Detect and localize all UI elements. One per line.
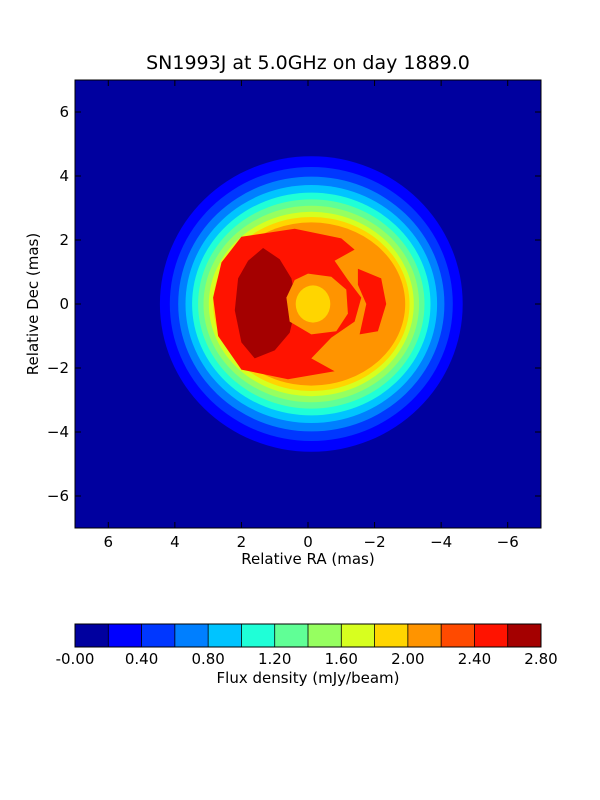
y-tick-label: −4 bbox=[47, 423, 69, 441]
colorbar-segment bbox=[341, 624, 375, 647]
colorbar-segment bbox=[108, 624, 142, 647]
colorbar-segment bbox=[241, 624, 276, 647]
colorbar-tick-label: 0.80 bbox=[191, 650, 224, 668]
colorbar-segment bbox=[407, 624, 442, 647]
contour-band-12-west-rim bbox=[357, 268, 387, 335]
colorbar-segment bbox=[374, 624, 409, 647]
x-tick-label: −6 bbox=[497, 533, 519, 551]
x-tick-label: 2 bbox=[237, 533, 247, 551]
colorbar-tick-label: 2.40 bbox=[458, 650, 491, 668]
chart-title: SN1993J at 5.0GHz on day 1889.0 bbox=[146, 52, 470, 74]
colorbar-tick-label: 1.60 bbox=[325, 650, 358, 668]
colorbar-label: Flux density (mJy/beam) bbox=[217, 669, 400, 687]
x-tick-label: 4 bbox=[170, 533, 180, 551]
colorbar-segment bbox=[75, 624, 109, 647]
colorbar-segment bbox=[174, 624, 209, 647]
colorbar-ticks: -0.00 0.40 0.80 1.20 1.60 2.00 2.40 2.80 bbox=[56, 650, 558, 668]
colorbar-segment bbox=[474, 624, 509, 647]
y-tick-label: 2 bbox=[59, 231, 69, 249]
y-axis-label: Relative Dec (mas) bbox=[24, 233, 42, 375]
colorbar-frame bbox=[74, 623, 542, 648]
colorbar-segment bbox=[507, 624, 542, 647]
colorbar-tick-label: 1.20 bbox=[258, 650, 291, 668]
contour-band-13-peak bbox=[234, 248, 297, 359]
x-axis-label: Relative RA (mas) bbox=[241, 550, 374, 568]
y-tick-label: 4 bbox=[59, 167, 69, 185]
contour-band-9-center bbox=[295, 285, 331, 323]
colorbar-segment bbox=[208, 624, 242, 647]
colorbar-tick-label: -0.00 bbox=[56, 650, 95, 668]
colorbar-segment bbox=[441, 624, 475, 647]
x-tick-label: −2 bbox=[364, 533, 386, 551]
colorbar-tick-label: 0.40 bbox=[125, 650, 158, 668]
y-tick-label: −2 bbox=[47, 359, 69, 377]
y-tick-label: 6 bbox=[59, 103, 69, 121]
colorbar bbox=[74, 623, 542, 648]
y-tick-label: 0 bbox=[59, 295, 69, 313]
colorbar-tick-label: 2.80 bbox=[524, 650, 557, 668]
y-tick-label: −6 bbox=[47, 487, 69, 505]
x-tick-label: 0 bbox=[303, 533, 313, 551]
x-axis-ticks: 6 4 2 0 −2 −4 −6 bbox=[104, 80, 519, 551]
colorbar-segment bbox=[274, 624, 309, 647]
contour-map bbox=[75, 80, 541, 528]
y-axis-ticks: 6 4 2 0 −2 −4 −6 bbox=[47, 103, 541, 505]
colorbar-segment bbox=[308, 624, 342, 647]
x-tick-label: 6 bbox=[104, 533, 114, 551]
colorbar-segment bbox=[141, 624, 176, 647]
x-tick-label: −4 bbox=[430, 533, 452, 551]
colorbar-tick-label: 2.00 bbox=[391, 650, 424, 668]
